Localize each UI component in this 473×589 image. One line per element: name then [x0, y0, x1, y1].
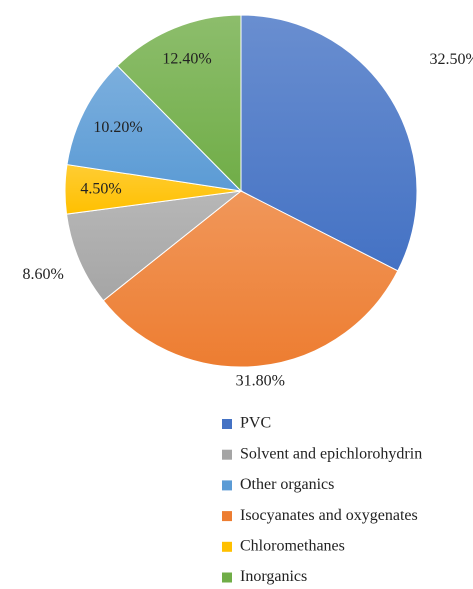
pie-slice: [65, 190, 243, 302]
pie-slice: [116, 14, 242, 193]
pie-slice: [66, 65, 243, 192]
legend-label: Solvent and epichlorohydrin: [240, 445, 422, 462]
legend-swatch: [222, 572, 232, 583]
legend-label: Other organics: [240, 476, 334, 493]
data-label: 12.40%: [162, 50, 211, 67]
pie-slice: [102, 190, 399, 368]
legend-label: PVC: [240, 415, 271, 432]
data-label: 32.50%: [429, 51, 473, 68]
legend-label: Isocyanates and oxygenates: [240, 507, 418, 524]
data-label: 10.20%: [93, 119, 142, 136]
legend-swatch: [222, 449, 232, 460]
legend-swatch: [222, 541, 232, 552]
legend-swatch: [222, 419, 232, 429]
data-label: 8.60%: [22, 266, 63, 283]
legend-swatch: [222, 511, 232, 522]
legend-swatch: [222, 480, 232, 491]
data-label: 31.80%: [236, 373, 285, 390]
legend-label: Inorganics: [240, 568, 307, 585]
data-label: 4.50%: [80, 180, 121, 197]
pie-slice: [240, 14, 418, 272]
legend-label: Chloromethanes: [240, 537, 345, 554]
